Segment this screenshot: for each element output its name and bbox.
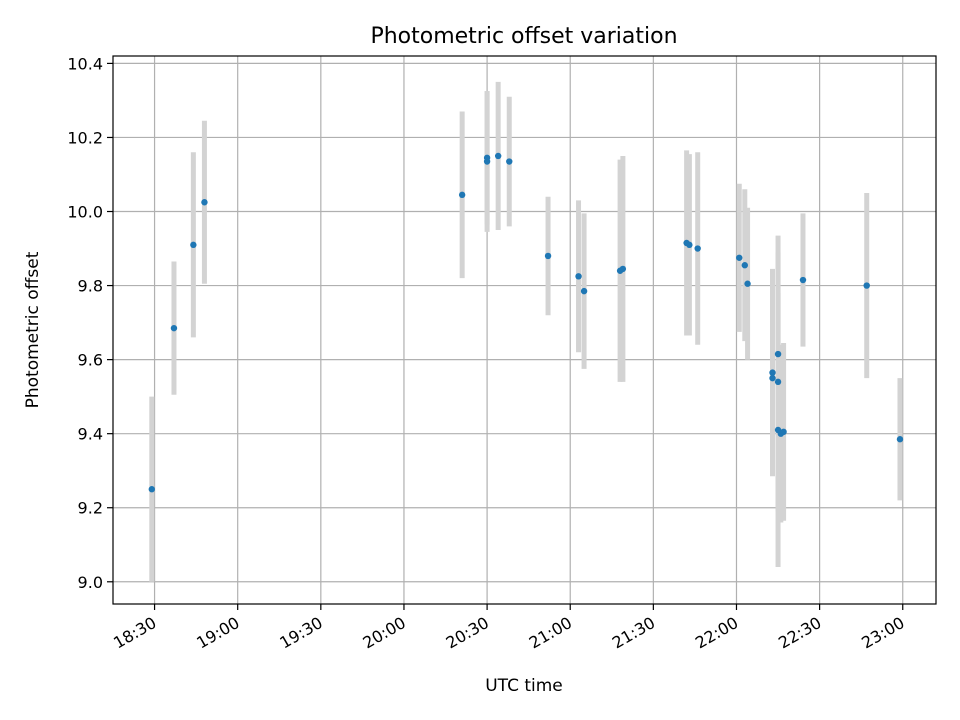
data-point xyxy=(769,369,776,376)
data-point xyxy=(780,428,787,436)
y-tick-label: 9.2 xyxy=(78,499,103,518)
data-point xyxy=(483,158,491,165)
data-point xyxy=(694,245,701,252)
grid xyxy=(113,56,936,604)
x-tick-label: 20:00 xyxy=(360,613,409,653)
data-point xyxy=(544,252,552,260)
data-point xyxy=(148,486,155,493)
x-tick-label: 22:30 xyxy=(775,613,824,653)
y-tick-label: 9.8 xyxy=(78,277,103,296)
data-point xyxy=(190,241,197,249)
data-point xyxy=(863,282,870,289)
x-axis-label: UTC time xyxy=(485,676,563,696)
y-tick-label: 9.4 xyxy=(78,425,103,444)
y-axis-label: Photometric offset xyxy=(23,251,43,408)
data-point xyxy=(774,378,782,386)
data-point xyxy=(575,273,582,280)
data-point xyxy=(896,436,904,443)
data-point xyxy=(799,276,807,284)
data-point xyxy=(580,287,588,295)
x-tick-label: 23:00 xyxy=(858,613,907,653)
x-tick-label: 18:30 xyxy=(110,613,159,653)
data-point xyxy=(774,350,782,358)
data-points xyxy=(148,152,904,493)
y-tick-label: 9.6 xyxy=(78,351,103,370)
y-axis: 9.0 9.2 9.4 9.6 9.8 10.0 10.2 10.4 xyxy=(67,54,113,592)
data-point xyxy=(744,280,751,287)
data-point xyxy=(170,324,178,332)
data-point xyxy=(769,374,776,382)
plot-area-frame xyxy=(112,55,937,605)
data-point xyxy=(736,254,743,261)
x-tick-label: 20:30 xyxy=(443,613,492,653)
data-point xyxy=(619,265,627,273)
x-tick-label: 22:00 xyxy=(692,613,741,653)
error-bars xyxy=(149,81,903,582)
x-tick-label: 21:00 xyxy=(526,613,575,653)
data-point xyxy=(458,191,466,199)
x-axis: 18:30 19:00 19:30 20:00 20:30 21:00 21:30 22:00… xyxy=(110,604,908,653)
x-tick-label: 19:30 xyxy=(276,613,325,653)
y-tick-label: 10.2 xyxy=(67,128,103,147)
data-point xyxy=(201,199,208,206)
data-point xyxy=(686,241,693,249)
y-tick-label: 10.4 xyxy=(67,54,103,73)
data-point xyxy=(741,262,748,269)
y-tick-label: 10.0 xyxy=(67,203,103,222)
x-tick-label: 19:00 xyxy=(193,613,242,653)
data-point xyxy=(506,158,513,165)
data-point xyxy=(494,152,502,160)
x-tick-label: 21:30 xyxy=(609,613,658,653)
y-tick-label: 9.0 xyxy=(78,573,103,592)
chart-title: Photometric offset variation xyxy=(370,24,677,49)
